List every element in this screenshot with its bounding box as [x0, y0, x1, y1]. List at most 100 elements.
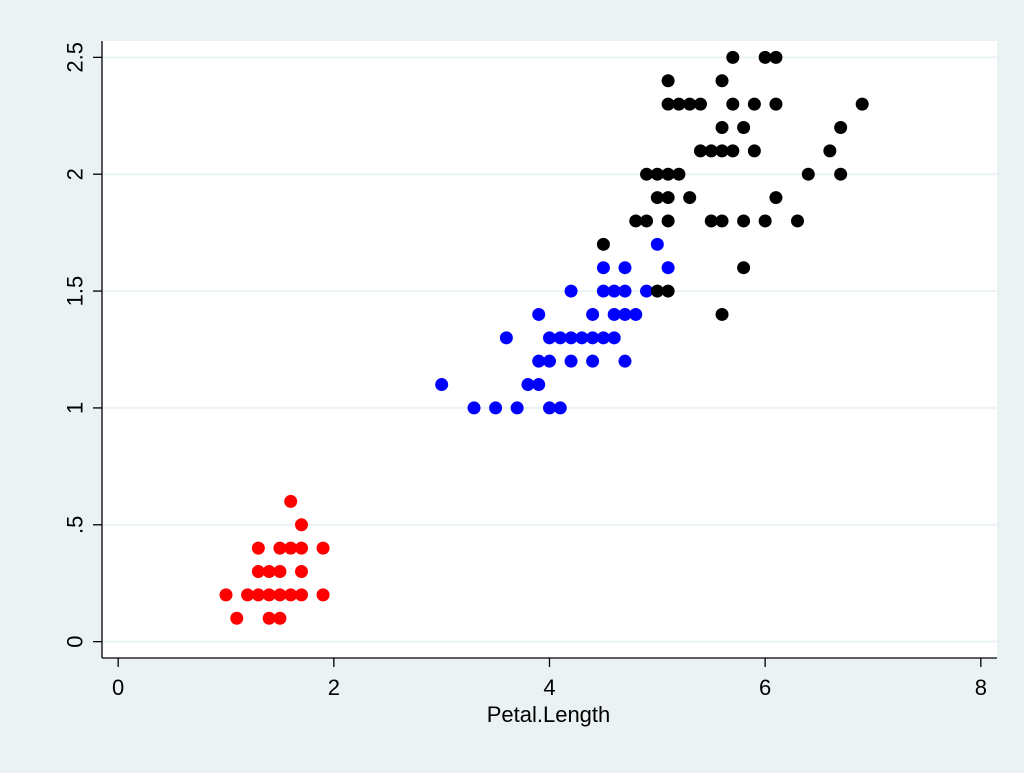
- data-point: [586, 307, 600, 321]
- data-point: [564, 284, 578, 298]
- data-point: [640, 167, 654, 181]
- plot-area: [102, 41, 997, 658]
- x-tick-label: 8: [975, 675, 987, 700]
- data-point: [294, 518, 308, 532]
- axes: 0 2 4 6 8 0 .5 1 1.5 2 2.5: [63, 41, 997, 700]
- data-point: [284, 494, 298, 508]
- data-point: [596, 284, 610, 298]
- data-point: [834, 120, 848, 134]
- data-point: [693, 97, 707, 111]
- data-point: [715, 144, 729, 158]
- data-point: [737, 120, 751, 134]
- data-point: [683, 191, 697, 205]
- data-point: [650, 191, 664, 205]
- data-point: [262, 611, 276, 625]
- data-point: [693, 144, 707, 158]
- data-point: [251, 588, 265, 602]
- data-point: [758, 50, 772, 64]
- data-point: [489, 401, 503, 415]
- data-point: [521, 378, 535, 392]
- data-point: [499, 331, 513, 345]
- data-point: [618, 354, 632, 368]
- data-point: [273, 541, 287, 555]
- data-point: [758, 214, 772, 228]
- data-point: [769, 191, 783, 205]
- data-point: [747, 144, 761, 158]
- data-point: [607, 331, 621, 345]
- data-point: [596, 237, 610, 251]
- y-tick-label: 1.5: [63, 276, 88, 307]
- data-points: [219, 50, 869, 625]
- data-point: [661, 191, 675, 205]
- data-point: [823, 144, 837, 158]
- data-point: [543, 401, 556, 415]
- data-point: [672, 167, 686, 181]
- data-point: [650, 237, 664, 251]
- data-point: [769, 50, 783, 64]
- data-point: [704, 214, 718, 228]
- data-point: [715, 214, 729, 228]
- y-tick-label: 2.5: [63, 42, 88, 73]
- data-point: [543, 331, 556, 345]
- data-point: [273, 565, 287, 579]
- data-point: [769, 97, 783, 111]
- data-point: [629, 307, 643, 321]
- data-point: [553, 331, 567, 345]
- data-point: [596, 261, 610, 275]
- data-point: [219, 588, 233, 602]
- data-point: [834, 167, 848, 181]
- data-point: [564, 331, 578, 345]
- data-point: [607, 307, 621, 321]
- data-point: [294, 565, 308, 579]
- data-point: [273, 588, 287, 602]
- data-point: [791, 214, 805, 228]
- data-point: [672, 97, 686, 111]
- x-axis-label: Petal.Length: [487, 702, 611, 727]
- data-point: [564, 354, 578, 368]
- data-point: [586, 331, 600, 345]
- data-point: [294, 541, 308, 555]
- data-point: [316, 541, 330, 555]
- data-point: [661, 261, 675, 275]
- data-point: [575, 331, 589, 345]
- data-point: [650, 167, 664, 181]
- data-point: [532, 354, 546, 368]
- data-point: [294, 588, 308, 602]
- data-point: [640, 214, 654, 228]
- y-tick-label: .5: [63, 516, 88, 534]
- data-point: [284, 541, 298, 555]
- data-point: [715, 74, 729, 88]
- x-tick-label: 6: [759, 675, 771, 700]
- data-point: [607, 284, 621, 298]
- data-point: [596, 331, 610, 345]
- data-point: [230, 611, 244, 625]
- data-point: [284, 588, 298, 602]
- data-point: [543, 354, 556, 368]
- data-point: [683, 97, 697, 111]
- data-point: [726, 97, 740, 111]
- data-point: [726, 50, 740, 64]
- data-point: [661, 74, 675, 88]
- data-point: [737, 214, 751, 228]
- x-tick-label: 2: [328, 675, 340, 700]
- data-point: [629, 214, 643, 228]
- data-point: [273, 611, 287, 625]
- data-point: [553, 401, 567, 415]
- data-point: [532, 307, 546, 321]
- data-point: [661, 167, 675, 181]
- y-tick-label: 1: [63, 402, 88, 414]
- data-point: [586, 354, 600, 368]
- data-point: [251, 541, 265, 555]
- data-point: [747, 97, 761, 111]
- data-point: [618, 261, 632, 275]
- data-point: [801, 167, 815, 181]
- data-point: [737, 261, 751, 275]
- x-tick-label: 0: [112, 675, 124, 700]
- data-point: [251, 565, 265, 579]
- y-tick-label: 0: [63, 636, 88, 648]
- data-point: [704, 144, 718, 158]
- data-point: [241, 588, 255, 602]
- data-point: [650, 284, 664, 298]
